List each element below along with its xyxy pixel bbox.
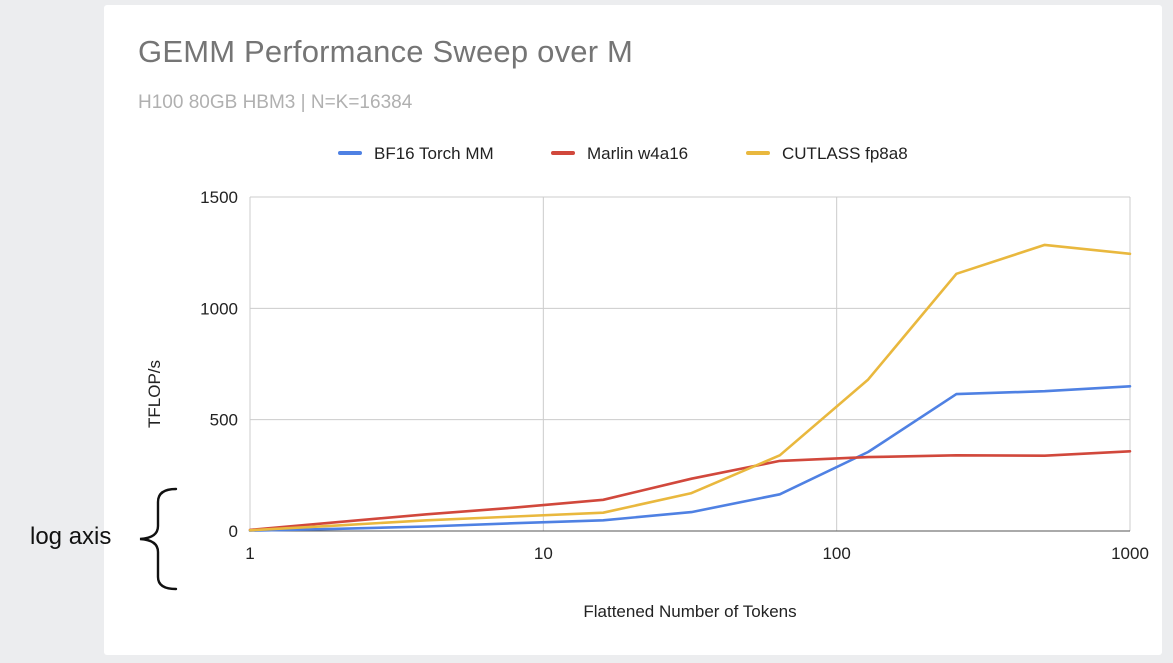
- curly-brace-icon: [139, 487, 178, 591]
- series-line-1: [248, 384, 1132, 532]
- y-axis-label: TFLOP/s: [145, 360, 164, 428]
- x-tick-label: 1000: [1111, 544, 1149, 563]
- log-axis-annotation: log axis: [30, 523, 112, 550]
- y-tick-label: 500: [210, 411, 238, 430]
- legend-label: BF16 Torch MM: [374, 144, 494, 163]
- x-tick-label: 10: [534, 544, 553, 563]
- x-axis-label: Flattened Number of Tokens: [583, 602, 796, 621]
- x-tick-label: 1: [245, 544, 254, 563]
- legend-label: CUTLASS fp8a8: [782, 144, 908, 163]
- chart-title: GEMM Performance Sweep over M: [138, 34, 634, 69]
- y-tick-label: 1000: [200, 299, 238, 318]
- x-tick-label: 100: [822, 544, 850, 563]
- series-line-3: [248, 243, 1132, 532]
- chart-subtitle: H100 80GB HBM3 | N=K=16384: [138, 92, 413, 113]
- y-tick-label: 1500: [200, 188, 238, 207]
- series-line-2: [248, 449, 1132, 532]
- y-tick-label: 0: [229, 522, 238, 541]
- legend-label: Marlin w4a16: [587, 144, 688, 163]
- chart-card: [104, 5, 1162, 655]
